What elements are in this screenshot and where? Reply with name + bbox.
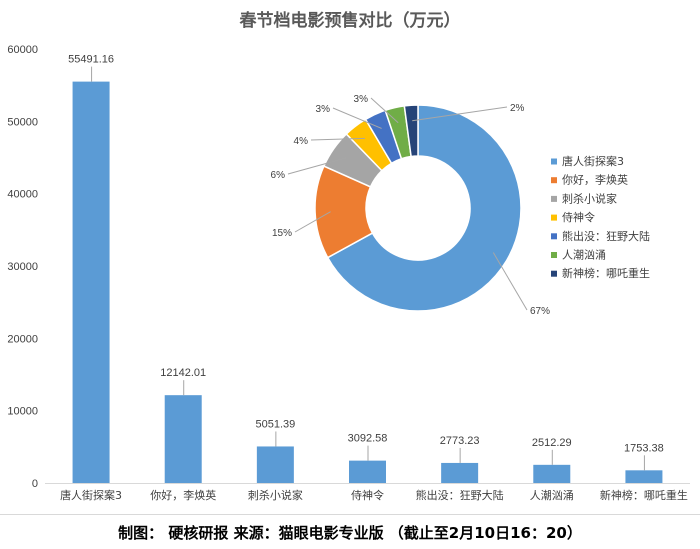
bar (625, 470, 663, 483)
x-category-label: 你好，李焕英 (150, 488, 216, 502)
bar-value-label: 3092.58 (348, 433, 388, 445)
percent-leader-line (294, 211, 331, 233)
percent-label: 2% (510, 103, 525, 114)
y-tick-label: 0 (32, 478, 38, 490)
bar-value-label: 1753.38 (624, 442, 664, 454)
percent-leader-line (310, 137, 365, 141)
legend-label: 刺杀小说家 (562, 191, 617, 205)
percent-label: 15% (272, 228, 292, 239)
bar-value-label: 12142.01 (160, 367, 206, 379)
donut-slice (326, 104, 522, 312)
x-category-label: 侍神令 (351, 488, 384, 502)
percent-leader-line (370, 97, 399, 124)
y-tick-label: 20000 (7, 333, 38, 345)
x-category-label: 唐人街探案3 (60, 488, 122, 502)
legend-label: 唐人街探案3 (562, 154, 624, 168)
x-category-label: 刺杀小说家 (248, 488, 303, 502)
legend-swatch (551, 233, 557, 240)
legend-swatch (551, 214, 557, 221)
legend-swatch (551, 177, 557, 184)
donut-slice (403, 104, 419, 158)
y-tick-label: 60000 (7, 44, 38, 56)
bar (72, 81, 110, 483)
x-category-label: 熊出没：狂野大陆 (416, 488, 504, 502)
bar-chart: 0 10000 20000 30000 40000 50000 60000 55491.16 唐… (7, 44, 690, 502)
bar-value-label: 2773.23 (440, 435, 480, 447)
bar (256, 446, 294, 483)
legend-swatch (551, 158, 557, 165)
percent-label: 4% (294, 136, 309, 147)
percent-leader-line (412, 106, 508, 122)
donut-chart: 67% 15% 6% 4% 3% 3% 2% (271, 94, 551, 317)
percent-label: 6% (271, 170, 286, 181)
bar (349, 460, 386, 483)
x-category-label: 人潮汹涌 (530, 488, 574, 502)
legend-swatch (551, 270, 557, 277)
bar (164, 395, 202, 483)
bar-value-label: 5051.39 (255, 418, 295, 430)
percent-label: 3% (354, 94, 369, 105)
bar-value-label: 55491.16 (68, 54, 114, 66)
y-tick-label: 10000 (7, 406, 38, 418)
percent-leader-line (492, 252, 528, 311)
y-tick-label: 40000 (7, 189, 38, 201)
legend-label: 你好，李焕英 (562, 173, 628, 187)
percent-leader-line (332, 107, 382, 129)
percent-label: 3% (316, 104, 331, 115)
y-tick-label: 30000 (7, 261, 38, 273)
source-footer: 制图： 硬核研报 来源：猫眼电影专业版 （截止至2月10日16：20） (0, 514, 700, 549)
legend-swatch (551, 195, 557, 202)
bar-value-label: 2512.29 (532, 437, 572, 449)
legend-label: 新神榜：哪吒重生 (562, 266, 650, 280)
percent-leader-line (287, 157, 347, 175)
percent-label: 67% (530, 306, 550, 317)
legend-label: 熊出没：狂野大陆 (562, 229, 650, 243)
legend-label: 人潮汹涌 (562, 248, 606, 262)
chart-title: 春节档电影预售对比（万元） (240, 10, 461, 31)
bar (441, 462, 479, 483)
chart-canvas: 春节档电影预售对比（万元） 0 10000 20000 30000 40000 50000… (7, 10, 690, 502)
x-category-label: 新神榜：哪吒重生 (600, 488, 688, 502)
legend-label: 侍神令 (562, 210, 595, 224)
legend-swatch (551, 252, 557, 258)
bar (533, 464, 571, 483)
y-tick-label: 50000 (7, 116, 38, 128)
